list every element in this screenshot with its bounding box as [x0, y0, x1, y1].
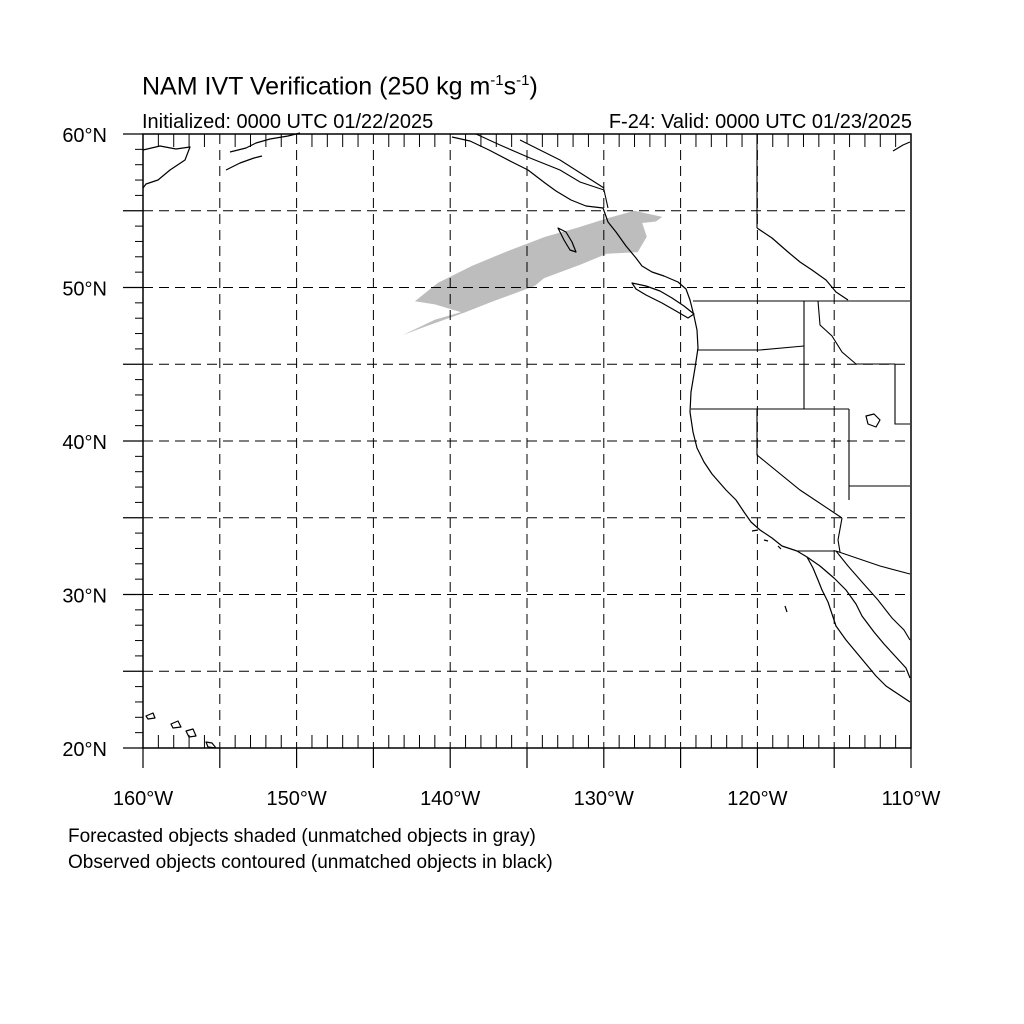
political-borders-layer — [475, 133, 911, 641]
axis-ticks-layer — [123, 133, 912, 768]
lon-label: 150°W — [266, 788, 326, 810]
border-mt-id — [817, 300, 895, 365]
islands-channel — [751, 529, 788, 613]
lon-label: 140°W — [420, 788, 480, 810]
coastline-layer — [142, 132, 911, 749]
lat-label: 20°N — [62, 739, 107, 761]
lat-label: 50°N — [62, 279, 107, 301]
lon-label: 130°W — [574, 788, 634, 810]
initialized-time: Initialized: 0000 UTC 01/22/2025 — [142, 111, 434, 133]
coastline-alaska-south — [225, 132, 301, 171]
island-hawaii — [145, 712, 217, 749]
lat-label: 40°N — [62, 432, 107, 454]
border-wa-or — [697, 345, 805, 351]
lake-great-salt — [865, 413, 881, 428]
map-frame — [142, 133, 912, 749]
valid-time: F-24: Valid: 0000 UTC 01/23/2025 — [608, 111, 912, 133]
coastline-gulf-mainland — [835, 550, 911, 641]
lat-label: 30°N — [62, 586, 107, 608]
axis-labels-layer: 60°N 50°N 40°N 30°N 20°N 160°W 150°W 140°W 130°W… — [62, 125, 940, 810]
coastline-northeast-corner — [892, 141, 911, 152]
border-ca-nv — [756, 409, 843, 519]
forecast-object-unmatched — [402, 210, 663, 336]
coastline-north-america — [451, 136, 911, 703]
lon-label: 110°W — [882, 788, 941, 810]
lon-label: 120°W — [727, 788, 787, 810]
border-az-ca — [837, 517, 843, 553]
lat-label: 60°N — [62, 125, 107, 147]
border-wy — [894, 364, 910, 425]
border-us-mexico — [797, 550, 911, 575]
caption-forecast: Forecasted objects shaded (unmatched obj… — [68, 826, 536, 847]
coastline-alaska-west — [142, 145, 191, 189]
border-alaska-canada — [475, 133, 609, 209]
coastline-baja-gulf — [806, 556, 911, 679]
forecast-objects-layer — [402, 210, 663, 336]
graticule-layer — [143, 134, 911, 748]
island-haida-gwaii — [557, 227, 577, 253]
island-vancouver — [631, 282, 695, 319]
chart-title: NAM IVT Verification (250 kg m-1s-1) — [142, 72, 538, 101]
caption-observed: Observed objects contoured (unmatched ob… — [68, 852, 553, 873]
coastline-hudson-side — [756, 227, 849, 301]
lon-label: 160°W — [113, 788, 173, 810]
